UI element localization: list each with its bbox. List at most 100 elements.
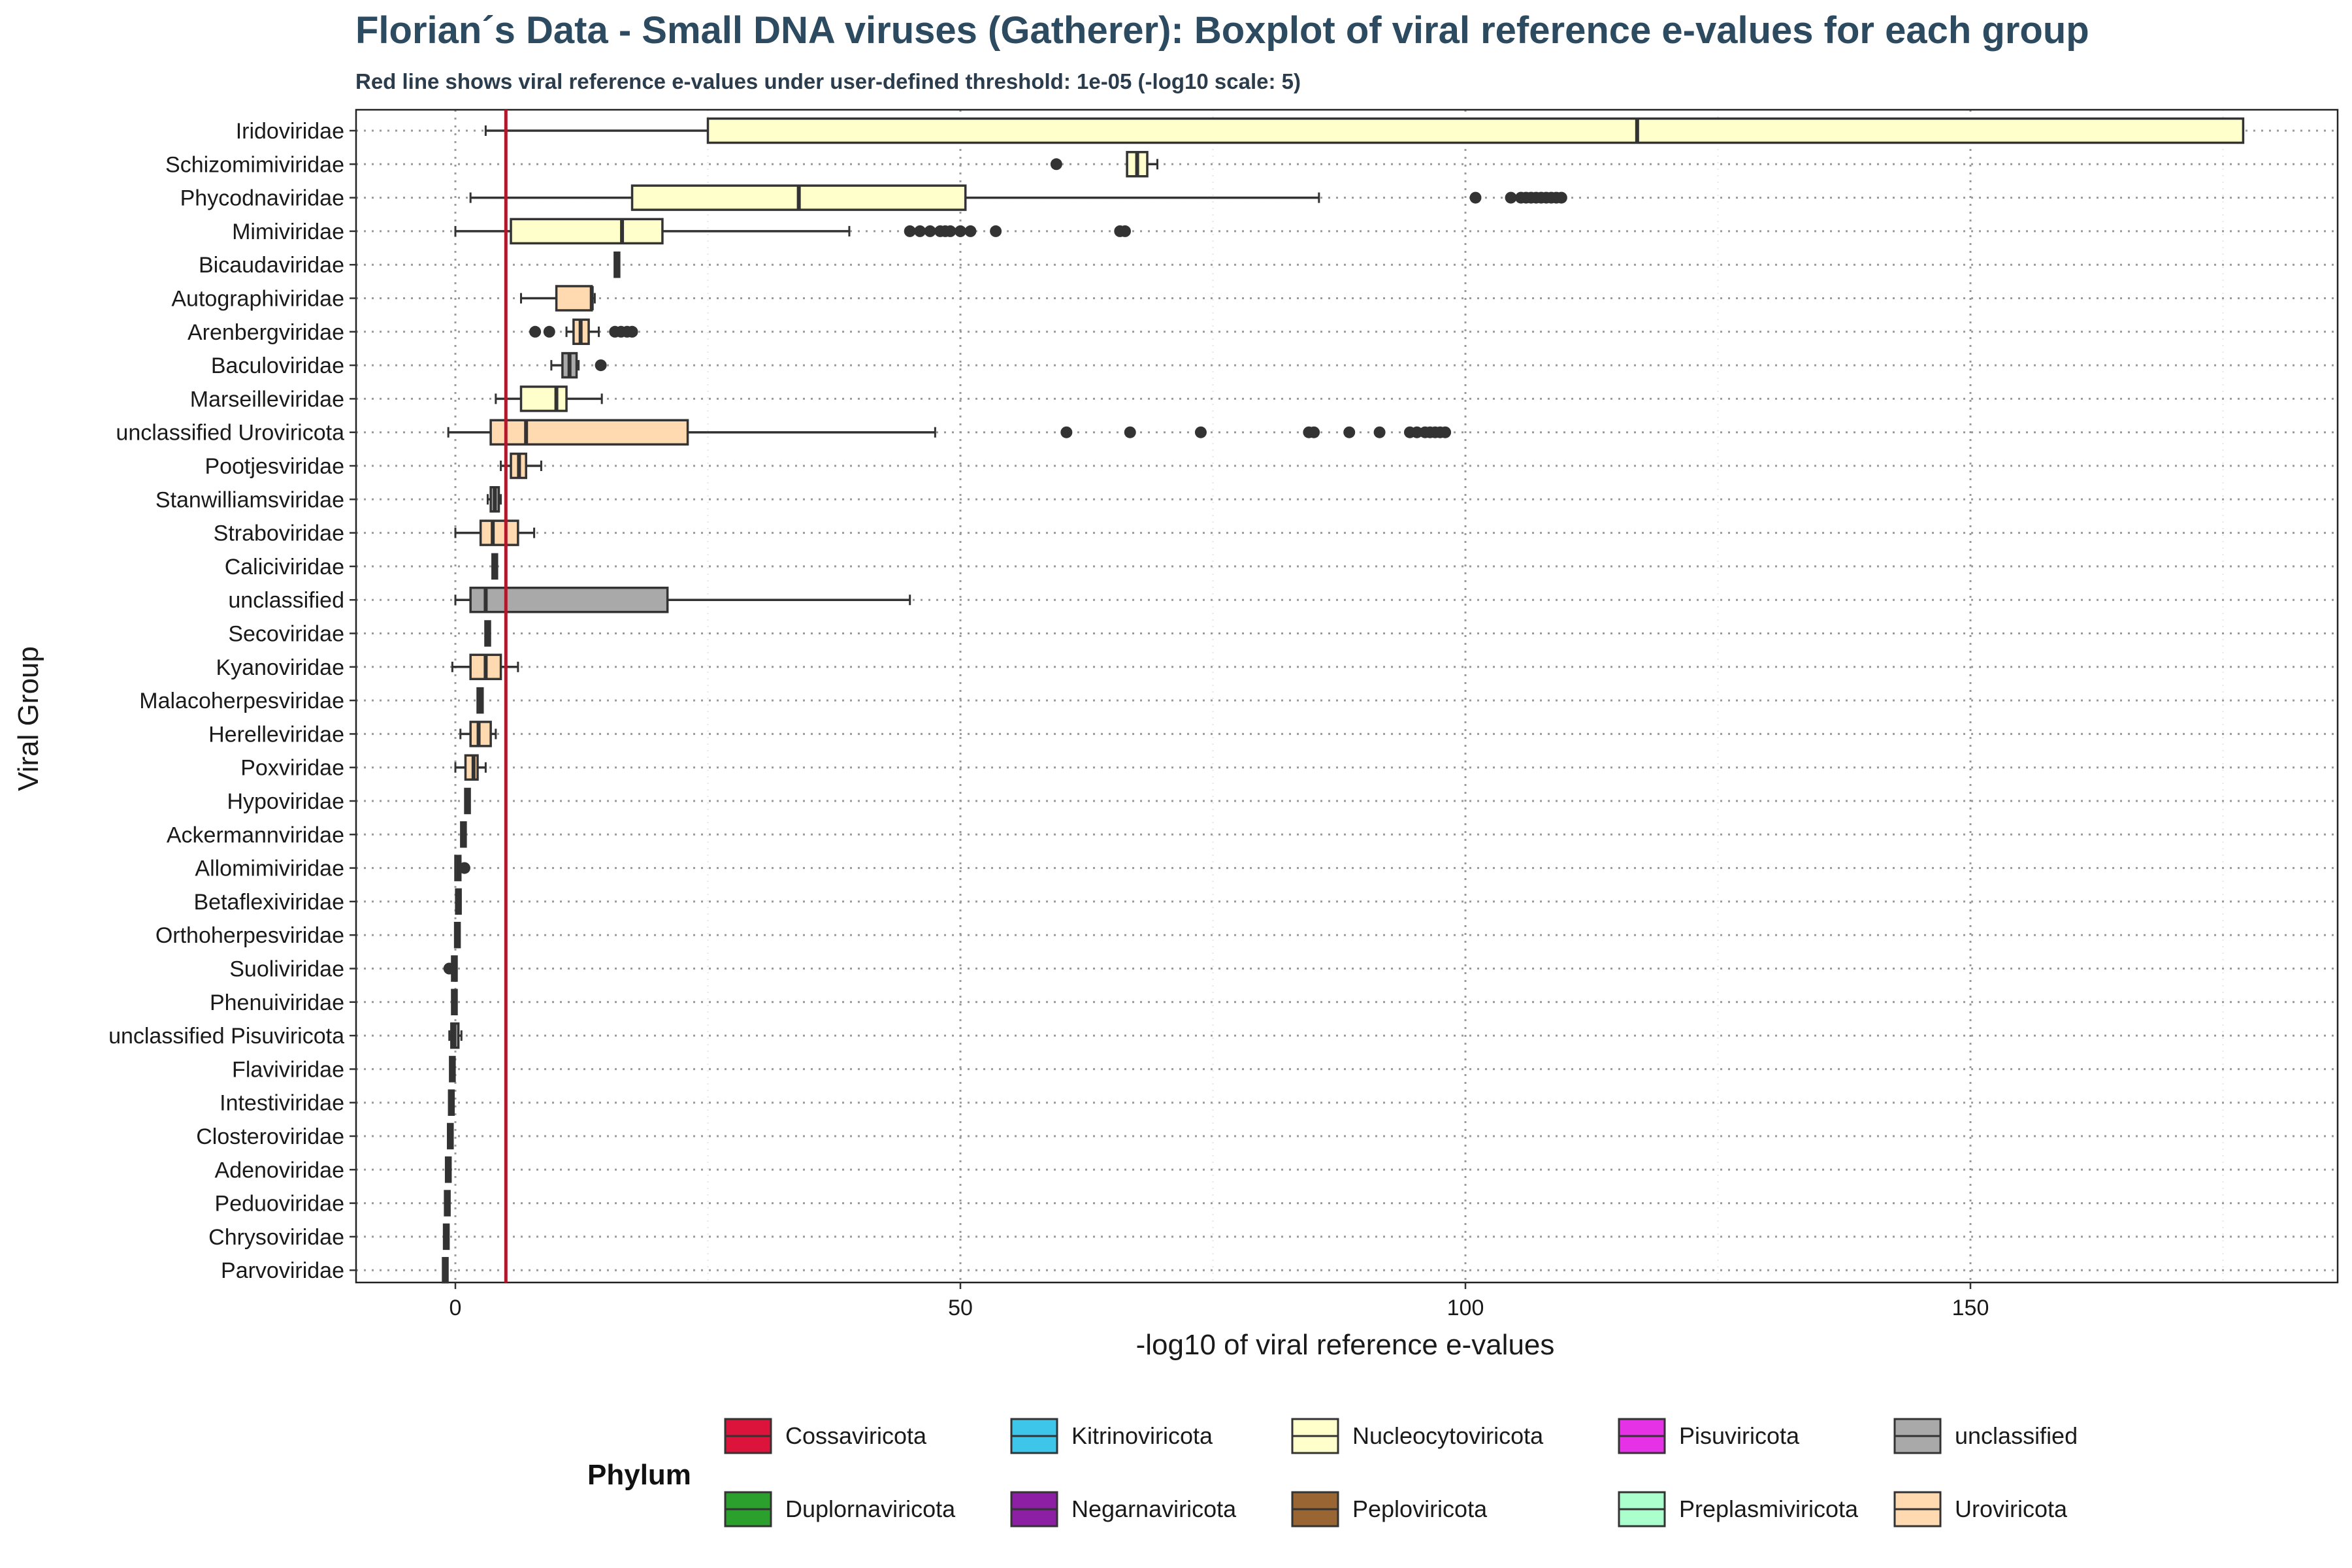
- box-peduoviridae: [444, 1190, 451, 1217]
- legend-item-preplasmiviricota: Preplasmiviricota: [1618, 1491, 1859, 1527]
- y-tick-label: Peduoviridae: [215, 1192, 344, 1217]
- y-tick-label: Malacoherpesviridae: [139, 689, 344, 713]
- box-closteroviridae: [447, 1122, 454, 1150]
- legend-item-uroviricota: Uroviricota: [1893, 1491, 2068, 1527]
- box-malacoherpesviridae: [476, 687, 484, 714]
- y-tick-label: Pootjesviridae: [204, 454, 344, 479]
- legend-label: Duplornaviricota: [785, 1495, 956, 1522]
- plot-border: [355, 108, 2339, 1284]
- legend-item-unclassified: unclassified: [1893, 1418, 2078, 1454]
- outlier-point: [990, 225, 1002, 237]
- y-tick-label: Flaviviridae: [232, 1057, 344, 1082]
- legend: Cossaviricota Duplornaviricota Kitrinoviri…: [724, 1418, 2078, 1527]
- box-straboviridae: [454, 519, 536, 546]
- legend-label: Kitrinoviricota: [1071, 1422, 1213, 1449]
- box: [489, 419, 689, 446]
- y-tick-label: Baculoviridae: [211, 353, 344, 378]
- box-baculoviridae: [550, 351, 607, 379]
- y-tick-label: Secoviridae: [228, 622, 344, 647]
- x-tick-label: 50: [948, 1296, 973, 1320]
- box-suoliviridae: [443, 955, 458, 982]
- box-allomimiviridae: [454, 855, 470, 881]
- box-caliciviridae: [491, 553, 498, 580]
- box: [464, 754, 479, 781]
- outlier-point: [1308, 426, 1320, 438]
- outlier-point: [1124, 426, 1136, 438]
- y-tick-label: Phenuiviridae: [210, 990, 344, 1015]
- y-tick-label: Autographiviridae: [171, 287, 344, 312]
- box-phenuiviridae: [451, 988, 458, 1016]
- box: [510, 218, 664, 245]
- y-axis-title: Viral Group: [12, 646, 44, 791]
- box-intestiviridae: [448, 1089, 455, 1116]
- outlier-point: [443, 962, 455, 975]
- box-secoviridae: [484, 620, 491, 647]
- outlier-point: [1505, 191, 1517, 204]
- box-betaflexiviridae: [455, 888, 462, 915]
- legend-item-cossaviricota: Cossaviricota: [724, 1418, 927, 1454]
- x-axis-title: -log10 of viral reference e-values: [1136, 1329, 1555, 1361]
- legend-label: Peploviricota: [1352, 1495, 1488, 1522]
- outlier-point: [1555, 191, 1567, 204]
- box-mimiviridae: [454, 218, 1131, 245]
- legend-item-kitrinoviricota: Kitrinoviricota: [1010, 1418, 1213, 1454]
- outlier-point: [955, 225, 966, 237]
- legend-label: Nucleocytoviricota: [1352, 1422, 1544, 1449]
- outlier-point: [458, 862, 470, 874]
- box-pootjesviridae: [500, 452, 542, 480]
- y-tick-label: Kyanoviridae: [216, 655, 344, 680]
- outlier-point: [1119, 225, 1131, 237]
- legend-label: Pisuviricota: [1679, 1422, 1800, 1449]
- box-chrysoviridae: [442, 1223, 450, 1250]
- box-marseilleviridae: [495, 385, 603, 412]
- box-hypoviridae: [464, 787, 471, 815]
- legend-item-pisuviricota: Pisuviricota: [1618, 1418, 1800, 1454]
- box-ackermannviridae: [460, 821, 467, 848]
- box-flaviviridae: [449, 1056, 456, 1083]
- box: [469, 721, 492, 747]
- y-tick-label: Schizomimiviridae: [165, 152, 344, 177]
- box-herelleviridae: [459, 721, 497, 747]
- y-tick-label: Hypoviridae: [227, 789, 344, 814]
- box-phycodnaviridae: [469, 184, 1567, 211]
- outlier-point: [904, 225, 916, 237]
- legend-label: unclassified: [1955, 1422, 2078, 1449]
- y-tick-label: Marseilleviridae: [190, 387, 344, 412]
- outlier-point: [626, 325, 638, 338]
- legend-label: Negarnaviricota: [1071, 1495, 1237, 1522]
- outlier-point: [1373, 426, 1386, 438]
- box-poxviridae: [454, 754, 487, 781]
- x-tick-label: 0: [449, 1296, 462, 1320]
- box-parvoviridae: [442, 1256, 449, 1284]
- box-bicaudaviridae: [613, 251, 621, 278]
- box-autographiviridae: [519, 285, 596, 312]
- x-tick-label: 100: [1447, 1296, 1484, 1320]
- outlier-point: [1411, 426, 1423, 438]
- outlier-point: [1050, 158, 1062, 171]
- box-arenbergviridae: [529, 318, 638, 346]
- outlier-point: [1343, 426, 1356, 438]
- y-tick-label: Straboviridae: [214, 521, 344, 546]
- y-tick-label: Chrysoviridae: [208, 1225, 344, 1250]
- y-tick-label: Herelleviridae: [208, 722, 344, 747]
- y-tick-label: Stanwilliamsviridae: [155, 487, 344, 512]
- y-tick-label: Mimiviridae: [232, 220, 344, 244]
- box-unclassified-uroviricota: [447, 419, 1452, 446]
- box: [519, 385, 568, 412]
- outlier-point: [1194, 426, 1207, 438]
- y-tick-label: Betaflexiviridae: [193, 890, 344, 915]
- outlier-point: [529, 325, 542, 338]
- y-tick-label: Parvoviridae: [221, 1258, 344, 1283]
- box-unclassified: [454, 586, 911, 613]
- outlier-point: [595, 359, 607, 372]
- outlier-point: [914, 225, 926, 237]
- y-tick-label: Adenoviridae: [215, 1158, 344, 1183]
- legend-item-duplornaviricota: Duplornaviricota: [724, 1491, 956, 1527]
- y-tick-label: Ackermannviridae: [167, 823, 344, 847]
- outlier-point: [1439, 426, 1452, 438]
- box: [479, 519, 519, 546]
- outlier-point: [924, 225, 936, 237]
- y-tick-label: Suoliviridae: [229, 957, 344, 982]
- y-tick-label: Poxviridae: [240, 756, 344, 781]
- box-unclassified-pisuviricota: [448, 1022, 463, 1049]
